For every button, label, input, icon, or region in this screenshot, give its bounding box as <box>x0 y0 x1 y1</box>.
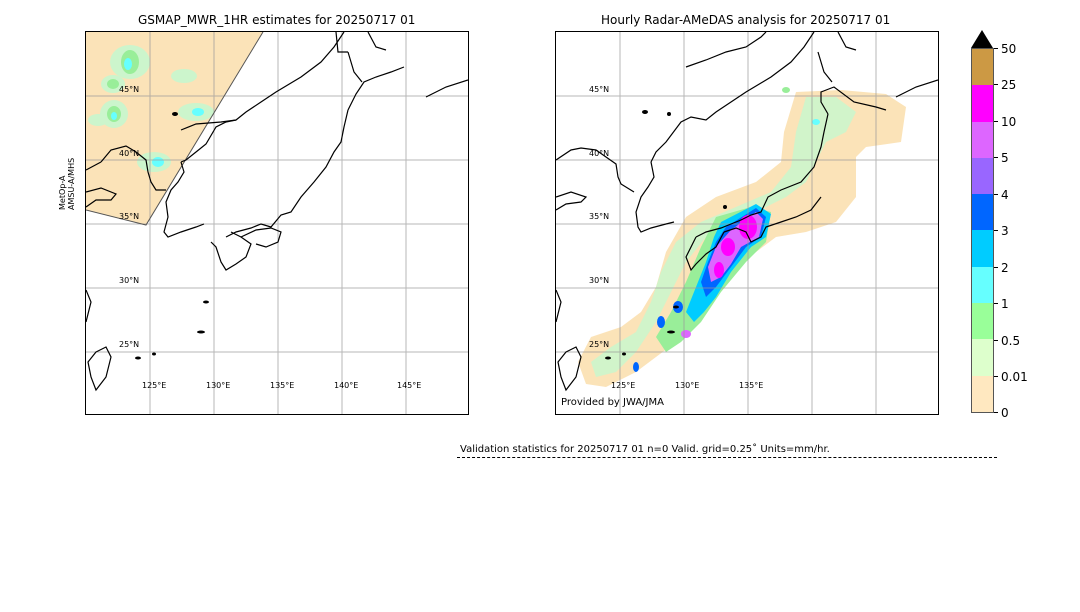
colorbar-tick <box>994 267 998 268</box>
colorbar-seg-0-0.01 <box>972 375 993 412</box>
right-lat-label-30: 30°N <box>589 276 610 285</box>
left-lon-label-140: 140°E <box>334 381 359 390</box>
right-map-title: Hourly Radar-AMeDAS analysis for 2025071… <box>601 13 891 27</box>
colorbar-seg-25-50 <box>972 49 993 86</box>
colorbar-label-0.5: 0.5 <box>1001 334 1021 348</box>
colorbar-label-1: 1 <box>1001 297 1009 311</box>
colorbar-label-0.01: 0.01 <box>1001 370 1028 384</box>
satellite-label: MetOp-A AMSU-A/MHS <box>58 157 76 210</box>
validation-divider <box>457 457 997 458</box>
left-map-canvas <box>86 32 468 414</box>
colorbar-label-3: 3 <box>1001 224 1009 238</box>
colorbar-label-10: 10 <box>1001 115 1017 129</box>
right-lat-label-25: 25°N <box>589 340 610 349</box>
data-credit: Provided by JWA/JMA <box>561 397 664 408</box>
colorbar-seg-0.5-1 <box>972 303 993 340</box>
colorbar-label-5: 5 <box>1001 151 1009 165</box>
colorbar-seg-0.01-0.5 <box>972 339 993 376</box>
colorbar-tick <box>994 157 998 158</box>
colorbar-seg-10-25 <box>972 85 993 122</box>
left-lat-label-35: 35°N <box>119 212 140 221</box>
left-lat-label-45: 45°N <box>119 85 140 94</box>
colorbar-label-25: 25 <box>1001 78 1017 92</box>
left-lon-label-130: 130°E <box>206 381 231 390</box>
right-lat-label-35: 35°N <box>589 212 610 221</box>
right-lon-label-125: 125°E <box>611 381 636 390</box>
left-lon-label-135: 135°E <box>270 381 295 390</box>
right-lon-label-135: 135°E <box>739 381 764 390</box>
left-lon-label-145: 145°E <box>397 381 422 390</box>
colorbar-seg-1-2 <box>972 266 993 304</box>
left-lat-label-40: 40°N <box>119 149 140 158</box>
colorbar-tick <box>994 48 998 49</box>
right-map <box>555 31 939 415</box>
colorbar-tick <box>994 412 998 413</box>
colorbar-tick <box>994 340 998 341</box>
colorbar-seg-4-5 <box>972 157 993 195</box>
right-map-canvas <box>556 32 938 414</box>
colorbar-label-50: 50 <box>1001 42 1017 56</box>
colorbar-seg-2-3 <box>972 230 993 267</box>
colorbar-seg-5-10 <box>972 121 993 158</box>
right-lon-label-130: 130°E <box>675 381 700 390</box>
colorbar-tick <box>994 303 998 304</box>
colorbar-tick <box>994 84 998 85</box>
colorbar-label-4: 4 <box>1001 188 1009 202</box>
left-map <box>85 31 469 415</box>
left-lat-label-25: 25°N <box>119 340 140 349</box>
colorbar <box>971 48 994 413</box>
colorbar-extend-arrow <box>971 30 993 48</box>
colorbar-tick <box>994 121 998 122</box>
right-lat-label-40: 40°N <box>589 149 610 158</box>
colorbar-label-0: 0 <box>1001 406 1009 420</box>
colorbar-label-2: 2 <box>1001 261 1009 275</box>
colorbar-tick <box>994 230 998 231</box>
colorbar-seg-3-4 <box>972 194 993 231</box>
right-lat-label-45: 45°N <box>589 85 610 94</box>
validation-statistics: Validation statistics for 20250717 01 n=… <box>460 444 830 455</box>
left-lat-label-30: 30°N <box>119 276 140 285</box>
colorbar-tick <box>994 376 998 377</box>
colorbar-tick <box>994 194 998 195</box>
satellite-swath <box>86 32 263 225</box>
left-lon-label-125: 125°E <box>142 381 167 390</box>
left-map-title: GSMAP_MWR_1HR estimates for 20250717 01 <box>138 13 416 27</box>
